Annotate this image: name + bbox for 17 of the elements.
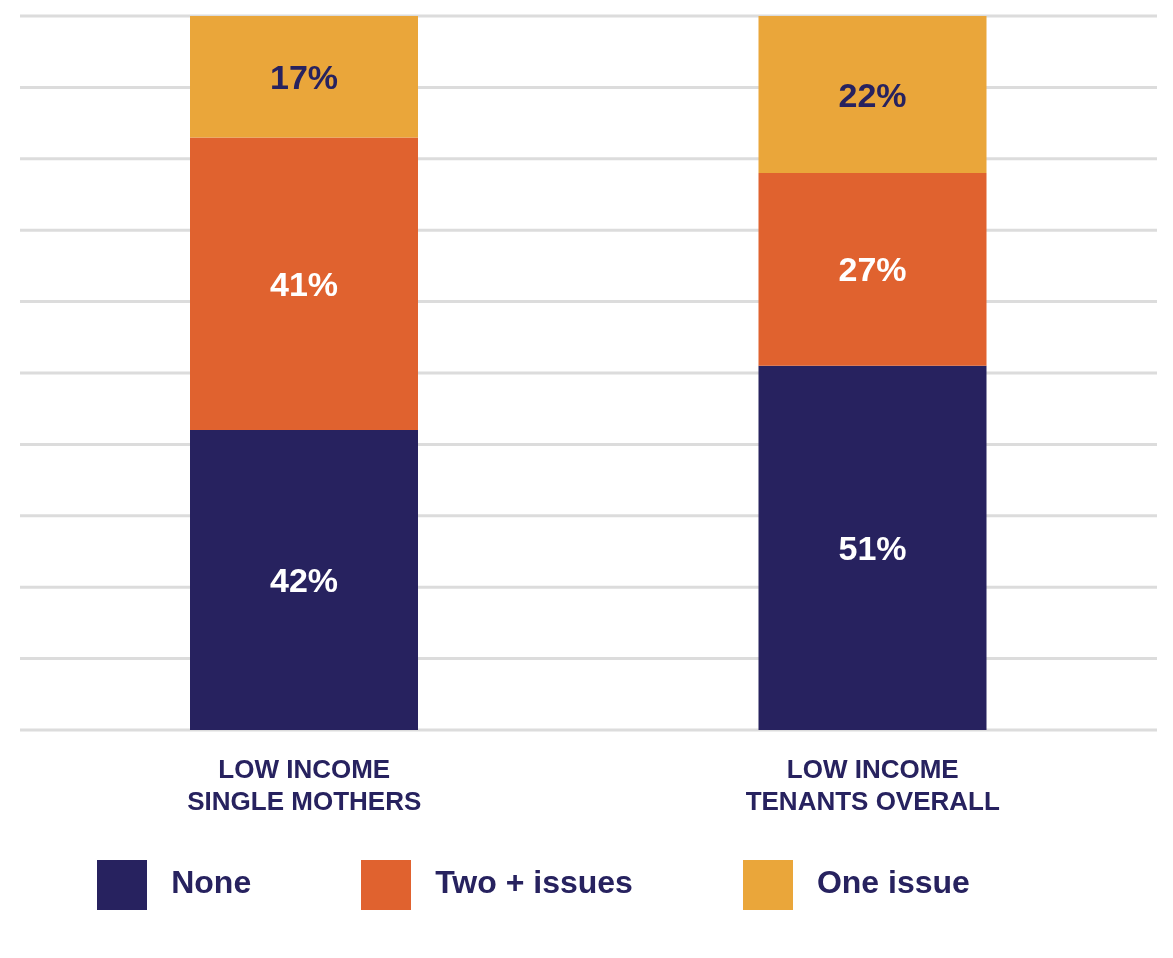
data-label: 27%: [838, 250, 907, 289]
data-label: 41%: [269, 264, 339, 303]
data-label: 22%: [838, 75, 907, 114]
bar: [190, 430, 418, 730]
legend-label: None: [171, 864, 252, 901]
x-tick-label: LOW INCOME SINGLE MOTHERS: [187, 754, 422, 816]
bar: [190, 137, 418, 431]
data-label: 17%: [269, 57, 339, 96]
bar: [190, 16, 418, 138]
data-label: 42%: [269, 561, 339, 600]
bar: [758, 365, 987, 730]
bar: [758, 16, 987, 174]
data-label: 51%: [838, 528, 907, 567]
bar: [758, 173, 987, 366]
x-tick-label: LOW INCOME TENANTS OVERALL: [745, 754, 1000, 816]
legend-label: Two + issues: [435, 864, 633, 901]
legend-label: One issue: [816, 864, 970, 901]
